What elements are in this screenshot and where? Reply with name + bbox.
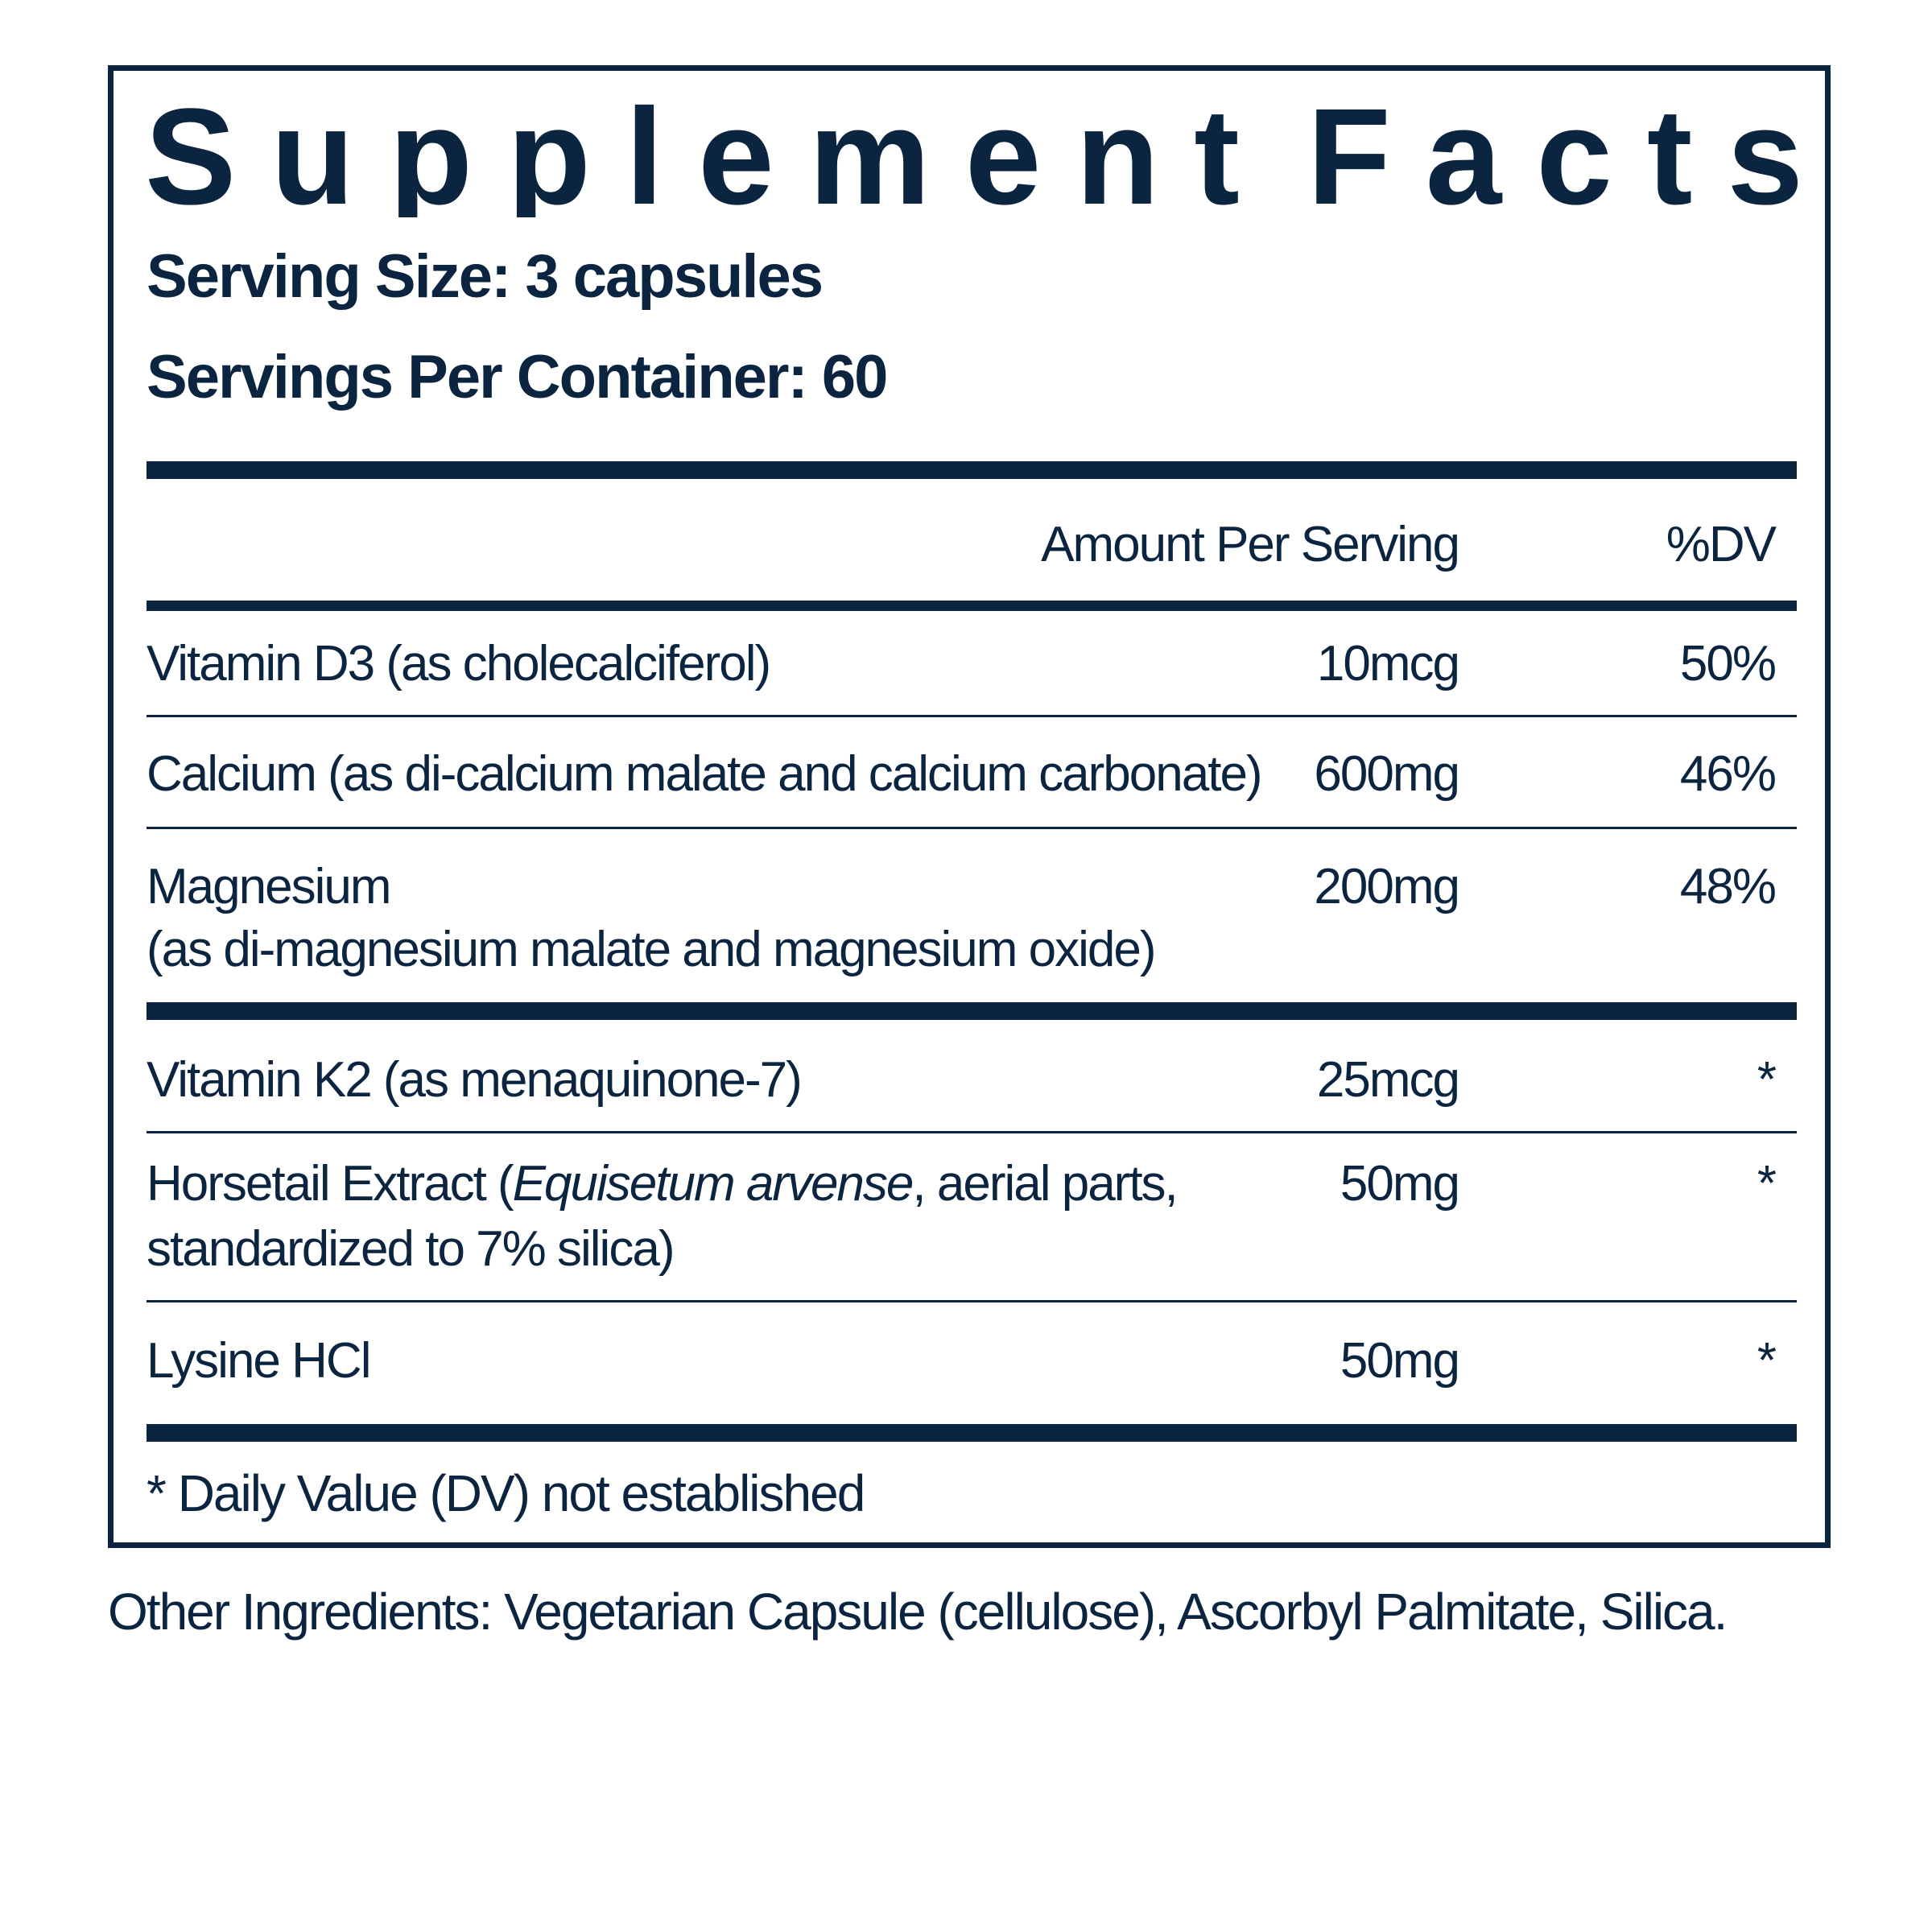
nutrient-name: Calcium (as di-calcium malate and calciu… <box>147 746 1263 802</box>
nutrient-dv: 50% <box>1679 636 1777 691</box>
name-suffix: , aerial parts, <box>912 1156 1178 1212</box>
thick-divider <box>147 1424 1797 1442</box>
nutrient-name: Lysine HCl <box>147 1333 371 1389</box>
row-divider <box>147 715 1797 717</box>
nutrient-dv: * <box>1757 1156 1777 1212</box>
nutrient-dv: * <box>1757 1052 1777 1108</box>
nutrient-name: Magnesium <box>147 859 391 914</box>
nutrient-dv: * <box>1757 1333 1777 1389</box>
nutrient-amount: 50mg <box>1340 1333 1460 1389</box>
amount-header: Amount Per Serving <box>1041 517 1460 572</box>
row-divider <box>147 1300 1797 1302</box>
nutrient-name: Vitamin K2 (as menaquinone-7) <box>147 1052 803 1108</box>
title-word-facts: Facts <box>1307 97 1803 217</box>
servings-per-container: Servings Per Container: 60 <box>147 343 888 411</box>
other-ingredients: Other Ingredients: Vegetarian Capsule (c… <box>108 1583 1728 1641</box>
header-divider <box>147 601 1797 611</box>
thick-divider <box>147 461 1797 479</box>
nutrient-dv: 48% <box>1679 859 1777 914</box>
row-divider <box>147 827 1797 829</box>
nutrient-dv: 46% <box>1679 746 1777 802</box>
title-word-supplement: Supplement <box>145 97 1274 217</box>
name-prefix: Horsetail Extract ( <box>147 1156 514 1212</box>
dv-footnote: * Daily Value (DV) not established <box>147 1464 865 1522</box>
nutrient-amount: 600mg <box>1314 746 1460 802</box>
panel-title: Supplement Facts <box>145 97 1803 217</box>
nutrient-name-line2: standardized to 7% silica) <box>147 1221 675 1277</box>
nutrient-amount: 25mcg <box>1316 1052 1460 1108</box>
botanical-name: Equisetum arvense <box>512 1156 914 1212</box>
nutrient-name-line2: (as di-magnesium malate and magnesium ox… <box>147 922 1157 977</box>
nutrient-name: Vitamin D3 (as cholecalciferol) <box>147 636 771 691</box>
nutrient-amount: 50mg <box>1340 1156 1460 1212</box>
row-divider <box>147 1131 1797 1133</box>
dv-header: %DV <box>1666 517 1777 572</box>
nutrient-name: Horsetail Extract (Equisetum arvense, ae… <box>147 1152 1179 1216</box>
supplement-facts-panel <box>108 65 1831 1548</box>
nutrient-amount: 10mcg <box>1316 636 1460 691</box>
nutrient-amount: 200mg <box>1314 859 1460 914</box>
serving-size: Serving Size: 3 capsules <box>147 242 824 311</box>
thick-divider <box>147 1002 1797 1020</box>
